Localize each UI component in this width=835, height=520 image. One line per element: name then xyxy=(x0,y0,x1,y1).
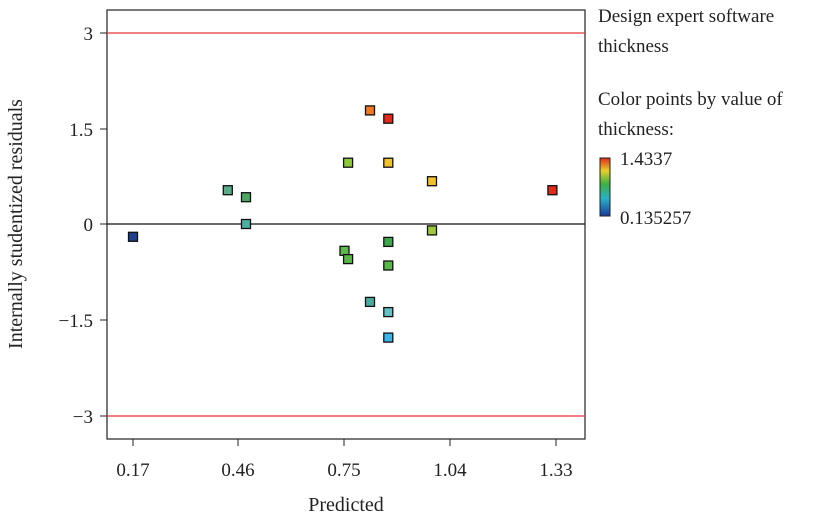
data-point xyxy=(383,332,394,343)
y-tick-label: −1.5 xyxy=(59,311,93,332)
data-point xyxy=(383,113,394,124)
data-point xyxy=(383,306,394,318)
legend-heading-line1: Design expert software xyxy=(598,6,775,27)
y-tick-label: 1.5 xyxy=(69,120,93,141)
data-point xyxy=(342,253,354,265)
data-point xyxy=(339,245,350,256)
data-point xyxy=(127,231,139,242)
legend-color-line2: thickness: xyxy=(598,119,674,140)
x-tick-label: 1.33 xyxy=(539,460,572,481)
y-tick-label: −3 xyxy=(73,407,93,428)
data-point xyxy=(383,236,394,248)
data-point xyxy=(547,185,558,196)
legend-min-value: 0.135257 xyxy=(620,208,692,229)
data-point xyxy=(426,176,438,187)
x-tick-label: 1.04 xyxy=(433,460,467,481)
y-axis: 3 1.5 0 −1.5 −3 xyxy=(59,24,107,428)
y-tick-label: 0 xyxy=(84,215,94,236)
data-point xyxy=(222,185,233,196)
legend-color-line1: Color points by value of xyxy=(598,89,783,110)
color-scale-bar xyxy=(599,157,611,217)
data-point xyxy=(240,192,252,203)
data-point xyxy=(383,157,394,168)
y-axis-title: Internally studentized residuals xyxy=(5,99,27,349)
data-point xyxy=(342,157,354,168)
legend-heading-line2: thickness xyxy=(598,36,669,57)
x-tick-label: 0.46 xyxy=(221,460,254,481)
x-axis: 0.17 0.46 0.75 1.04 1.33 xyxy=(116,439,573,481)
legend-max-value: 1.4337 xyxy=(620,149,673,170)
x-tick-label: 0.75 xyxy=(327,460,360,481)
data-point xyxy=(240,218,252,230)
data-points xyxy=(127,105,558,343)
data-point xyxy=(426,225,438,236)
x-tick-label: 0.17 xyxy=(116,460,149,481)
data-point xyxy=(383,260,394,271)
y-tick-label: 3 xyxy=(84,24,94,45)
data-point xyxy=(364,296,376,308)
data-point xyxy=(364,105,376,116)
x-axis-title: Predicted xyxy=(308,494,384,516)
